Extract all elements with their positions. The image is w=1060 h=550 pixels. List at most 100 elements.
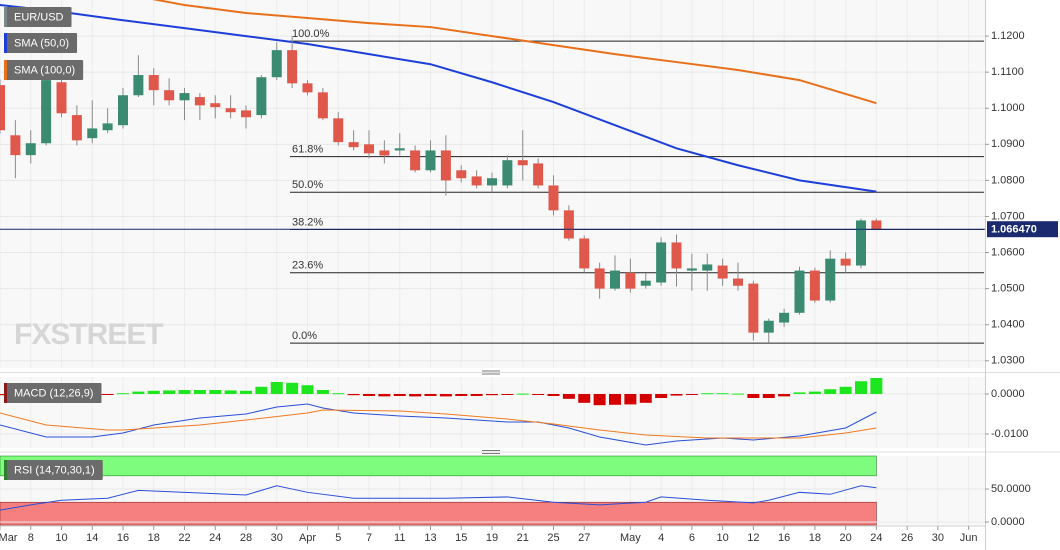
x-tick-label: 24: [209, 532, 221, 544]
candle-body: [825, 258, 836, 301]
x-tick-label: 15: [455, 532, 467, 544]
candle-body: [56, 82, 67, 114]
legend-swatch: [4, 460, 7, 480]
legend-label: RSI (14,70,30,1): [14, 464, 95, 476]
y-tick-label: 1.0300: [991, 355, 1025, 367]
x-tick-label: 13: [424, 532, 436, 544]
candle-body: [471, 176, 482, 186]
histogram-bar: [855, 381, 867, 394]
candle-body: [610, 270, 620, 289]
candle-body: [502, 160, 513, 186]
legend-swatch: [4, 383, 7, 403]
candle-body: [440, 150, 451, 181]
candle-body: [0, 85, 5, 131]
histogram-bar: [224, 390, 237, 394]
histogram-bar: [255, 386, 268, 394]
x-tick-label: 19: [486, 532, 498, 544]
pane-divider[interactable]: [0, 370, 1060, 375]
candle-body: [748, 283, 759, 333]
histogram-bar: [547, 394, 560, 396]
candle-body: [379, 150, 390, 156]
candle-body: [241, 110, 251, 118]
x-tick-label: 18: [148, 532, 160, 544]
fib-label: 50.0%: [292, 179, 323, 191]
histogram-bar: [624, 394, 637, 405]
x-tick-label: 18: [809, 532, 821, 544]
histogram-bar: [270, 382, 283, 394]
pane-divider[interactable]: [0, 450, 1060, 454]
histogram-bar: [163, 390, 176, 394]
histogram-bar: [178, 390, 191, 394]
x-tick-label: May: [620, 532, 641, 544]
candle-body: [517, 160, 528, 166]
candle-body: [533, 163, 544, 186]
histogram-bar: [486, 394, 498, 396]
histogram-bar: [732, 393, 744, 395]
x-tick-label: 22: [178, 532, 190, 544]
histogram-bar: [455, 394, 468, 396]
candle-body: [333, 118, 344, 143]
candle-body: [794, 270, 805, 313]
y-tick-label: 1.0400: [991, 319, 1025, 331]
candle-body: [717, 265, 728, 279]
candle-body: [779, 312, 790, 323]
histogram-bar: [670, 394, 683, 396]
candle-body: [856, 220, 866, 266]
x-tick-label: 27: [578, 532, 590, 544]
overbought-band: [0, 455, 877, 477]
line-series: [0, 409, 877, 439]
histogram-bar: [501, 394, 514, 395]
y-tick-label: 0.0000: [991, 388, 1025, 400]
legend-label: SMA (100,0): [14, 64, 75, 76]
histogram-bar: [716, 393, 729, 395]
x-tick-label: 5: [335, 532, 341, 544]
candle-body: [225, 108, 236, 113]
candle-body: [487, 178, 497, 186]
histogram-bar: [655, 394, 668, 398]
x-tick-label: 10: [717, 532, 729, 544]
fib-label: 38.2%: [292, 216, 323, 228]
legend-box: [4, 60, 84, 80]
candle-body: [194, 97, 205, 106]
candle-body: [625, 272, 636, 289]
legend-swatch: [4, 7, 7, 27]
line-series: [152, 0, 877, 105]
histogram-bar: [101, 394, 114, 395]
x-tick-label: 11: [394, 532, 405, 544]
histogram-bar: [808, 391, 821, 394]
histogram-bar: [470, 394, 483, 396]
candle-body: [671, 242, 682, 269]
histogram-bar: [747, 394, 760, 398]
histogram-bar: [363, 394, 375, 396]
y-tick-label: 1.1200: [991, 30, 1025, 42]
histogram-bar: [240, 390, 252, 394]
y-tick-label: 1.1100: [991, 66, 1024, 78]
histogram-bar: [701, 393, 714, 395]
candle-body: [271, 50, 282, 78]
candle-body: [579, 238, 590, 269]
histogram-bar: [762, 394, 775, 398]
x-tick-label: Jun: [960, 532, 978, 544]
y-tick-label: 1.0700: [991, 210, 1025, 222]
candle-body: [210, 103, 221, 108]
candle-body: [287, 50, 298, 84]
candle-body: [686, 268, 697, 271]
histogram-bar: [332, 393, 345, 395]
histogram-bar: [193, 390, 206, 394]
x-tick-label: 26: [901, 532, 913, 544]
line-series: [0, 4, 877, 193]
fib-label: 0.0%: [292, 330, 317, 342]
legend-box: [4, 7, 72, 27]
x-tick-label: 7: [366, 532, 372, 544]
candle-body: [317, 92, 328, 119]
histogram-bar: [824, 389, 837, 394]
y-tick-label: 50.0000: [991, 483, 1031, 495]
x-tick-label: 16: [778, 532, 790, 544]
x-tick-label: 4: [658, 532, 664, 544]
candle-body: [548, 185, 559, 211]
candle-body: [364, 144, 374, 154]
y-tick-label: 1.0500: [991, 283, 1025, 295]
y-tick-label: 0.0000: [991, 516, 1025, 528]
histogram-bar: [870, 378, 883, 394]
